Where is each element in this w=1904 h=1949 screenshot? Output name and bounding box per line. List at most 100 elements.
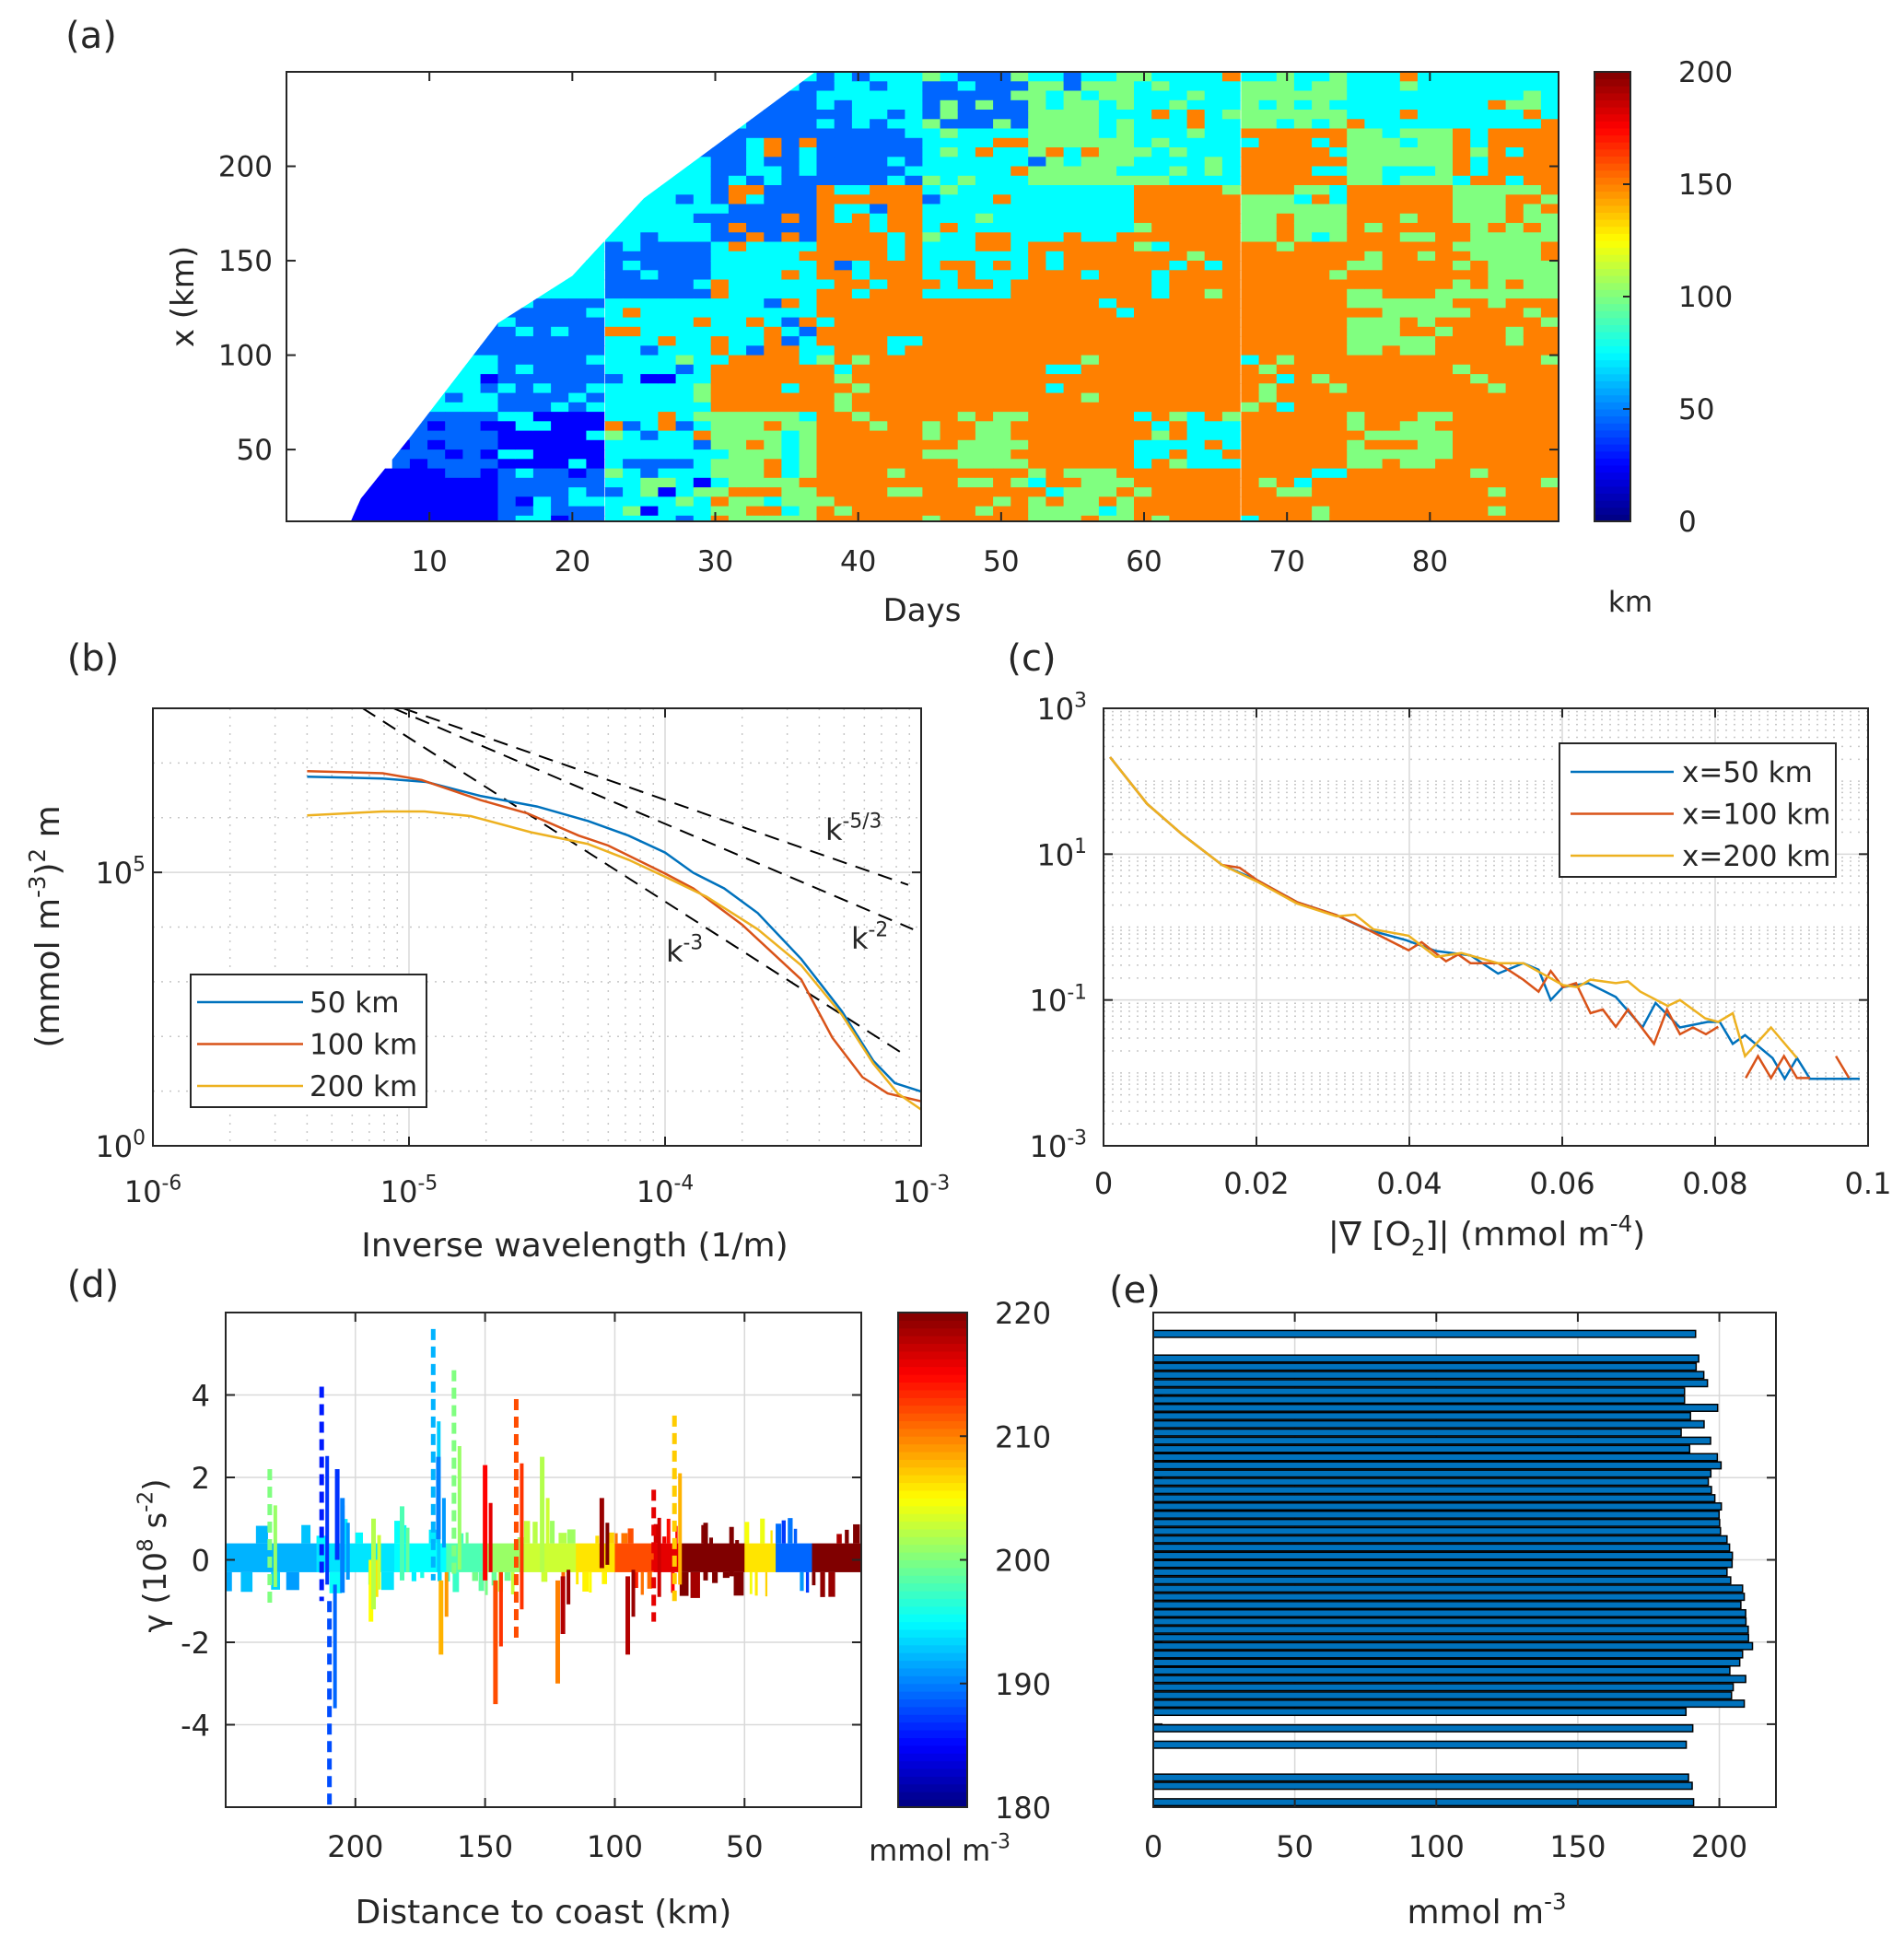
heatmap-cell	[1186, 364, 1206, 375]
heatmap-cell	[1151, 147, 1170, 158]
heatmap-cell	[799, 232, 818, 243]
heatmap-cell	[1382, 213, 1401, 224]
heatmap-cell	[515, 326, 534, 337]
heatmap-cell	[993, 412, 1011, 422]
heatmap-cell	[675, 279, 695, 290]
heatmap-cell	[1258, 430, 1278, 441]
heatmap-cell	[993, 355, 1011, 366]
heatmap-cell	[497, 487, 517, 497]
heatmap-cell	[975, 392, 994, 403]
heatmap-cell	[1063, 137, 1082, 148]
heatmap-cell	[1435, 336, 1454, 346]
heatmap-cell	[1312, 72, 1330, 82]
colorbar-segment	[1594, 479, 1630, 487]
heatmap-cell	[1028, 487, 1046, 497]
heatmap-cell	[1204, 213, 1223, 224]
colorbar-segment	[1594, 72, 1630, 80]
reference-label: k-5/3	[825, 811, 882, 847]
heatmap-cell	[1470, 261, 1489, 271]
colorbar-segment	[898, 1575, 967, 1584]
heatmap-cell	[1241, 308, 1260, 319]
heatmap-cell	[1186, 185, 1206, 195]
heatmap-cell	[1523, 261, 1542, 271]
heatmap-cell	[445, 392, 463, 403]
heatmap-cell	[1134, 336, 1152, 346]
heatmap-cell	[1241, 402, 1260, 413]
heatmap-cell	[1399, 449, 1419, 460]
heatmap-cell	[957, 392, 976, 403]
heatmap-cell	[1134, 223, 1152, 233]
heatmap-cell	[1435, 345, 1454, 356]
heatmap-cell	[515, 496, 534, 508]
heatmap-cell	[1488, 270, 1507, 281]
heatmap-cell	[1399, 119, 1419, 130]
heatmap-cell	[764, 392, 783, 403]
heatmap-cell	[1435, 459, 1454, 470]
heatmap-cell	[1045, 99, 1065, 111]
heatmap-cell	[1045, 288, 1065, 299]
heatmap-cell	[1399, 157, 1419, 168]
band-fringe	[403, 1524, 407, 1544]
heatmap-cell	[816, 355, 835, 366]
heatmap-cell	[781, 477, 800, 488]
heatmap-cell	[1347, 459, 1365, 470]
heatmap-cell	[623, 355, 641, 366]
heatmap-cell	[1470, 515, 1489, 521]
heatmap-cell	[1347, 430, 1365, 441]
heatmap-cell	[1169, 345, 1188, 356]
heatmap-cell	[870, 251, 888, 262]
heatmap-cell	[1028, 459, 1046, 470]
band-fringe	[342, 1519, 348, 1544]
heatmap-cell	[1134, 128, 1152, 139]
heatmap-cell	[887, 119, 906, 130]
heatmap-cell	[1010, 119, 1030, 130]
heatmap-cell	[1204, 119, 1223, 130]
heatmap-cell	[1417, 515, 1436, 521]
heatmap-cell	[1435, 383, 1454, 394]
heatmap-cell	[710, 459, 730, 470]
heatmap-cell	[1080, 412, 1100, 422]
heatmap-cell	[1329, 279, 1349, 290]
heatmap-cell	[1241, 326, 1260, 337]
heatmap-cell	[1258, 345, 1278, 356]
heatmap-cell	[870, 336, 888, 346]
heatmap-cell	[1221, 430, 1241, 441]
heatmap-cell	[1151, 81, 1170, 92]
heatmap-cell	[532, 317, 552, 328]
heatmap-cell	[816, 336, 835, 346]
band-fringe	[478, 1571, 485, 1592]
heatmap-cell	[1312, 326, 1330, 337]
heatmap-cell	[1186, 223, 1206, 233]
band-fringe	[411, 1571, 416, 1581]
heatmap-cell	[693, 364, 712, 375]
heatmap-cell	[1241, 477, 1260, 488]
heatmap-cell	[922, 298, 941, 309]
heatmap-cell	[940, 81, 959, 92]
heatmap-cell	[1151, 288, 1170, 299]
heatmap-cell	[1364, 128, 1384, 139]
heatmap-cell	[1063, 251, 1082, 262]
heatmap-cell	[1435, 298, 1454, 309]
heatmap-cell	[1540, 477, 1559, 488]
heatmap-cell	[1045, 298, 1065, 309]
heatmap-cell	[1488, 364, 1507, 375]
colorbar-segment	[898, 1691, 967, 1700]
heatmap-cell	[675, 449, 695, 460]
heatmap-cell	[551, 298, 569, 309]
heatmap-cell	[764, 166, 783, 177]
heatmap-cell	[1364, 392, 1384, 403]
heatmap-cell	[497, 336, 517, 346]
heatmap-cell	[816, 288, 835, 299]
heatmap-cell	[356, 487, 376, 497]
band-fringe	[541, 1571, 548, 1582]
bar	[1152, 1683, 1735, 1692]
heatmap-cell	[1134, 270, 1152, 281]
heatmap-cell	[905, 90, 924, 101]
heatmap-cell	[710, 175, 730, 186]
heatmap-cell	[728, 81, 747, 92]
heatmap-cell	[1169, 468, 1188, 479]
heatmap-cell	[1080, 128, 1100, 139]
heatmap-cell	[515, 270, 534, 281]
heatmap-cell	[905, 506, 924, 517]
heatmap-cell	[515, 261, 534, 271]
